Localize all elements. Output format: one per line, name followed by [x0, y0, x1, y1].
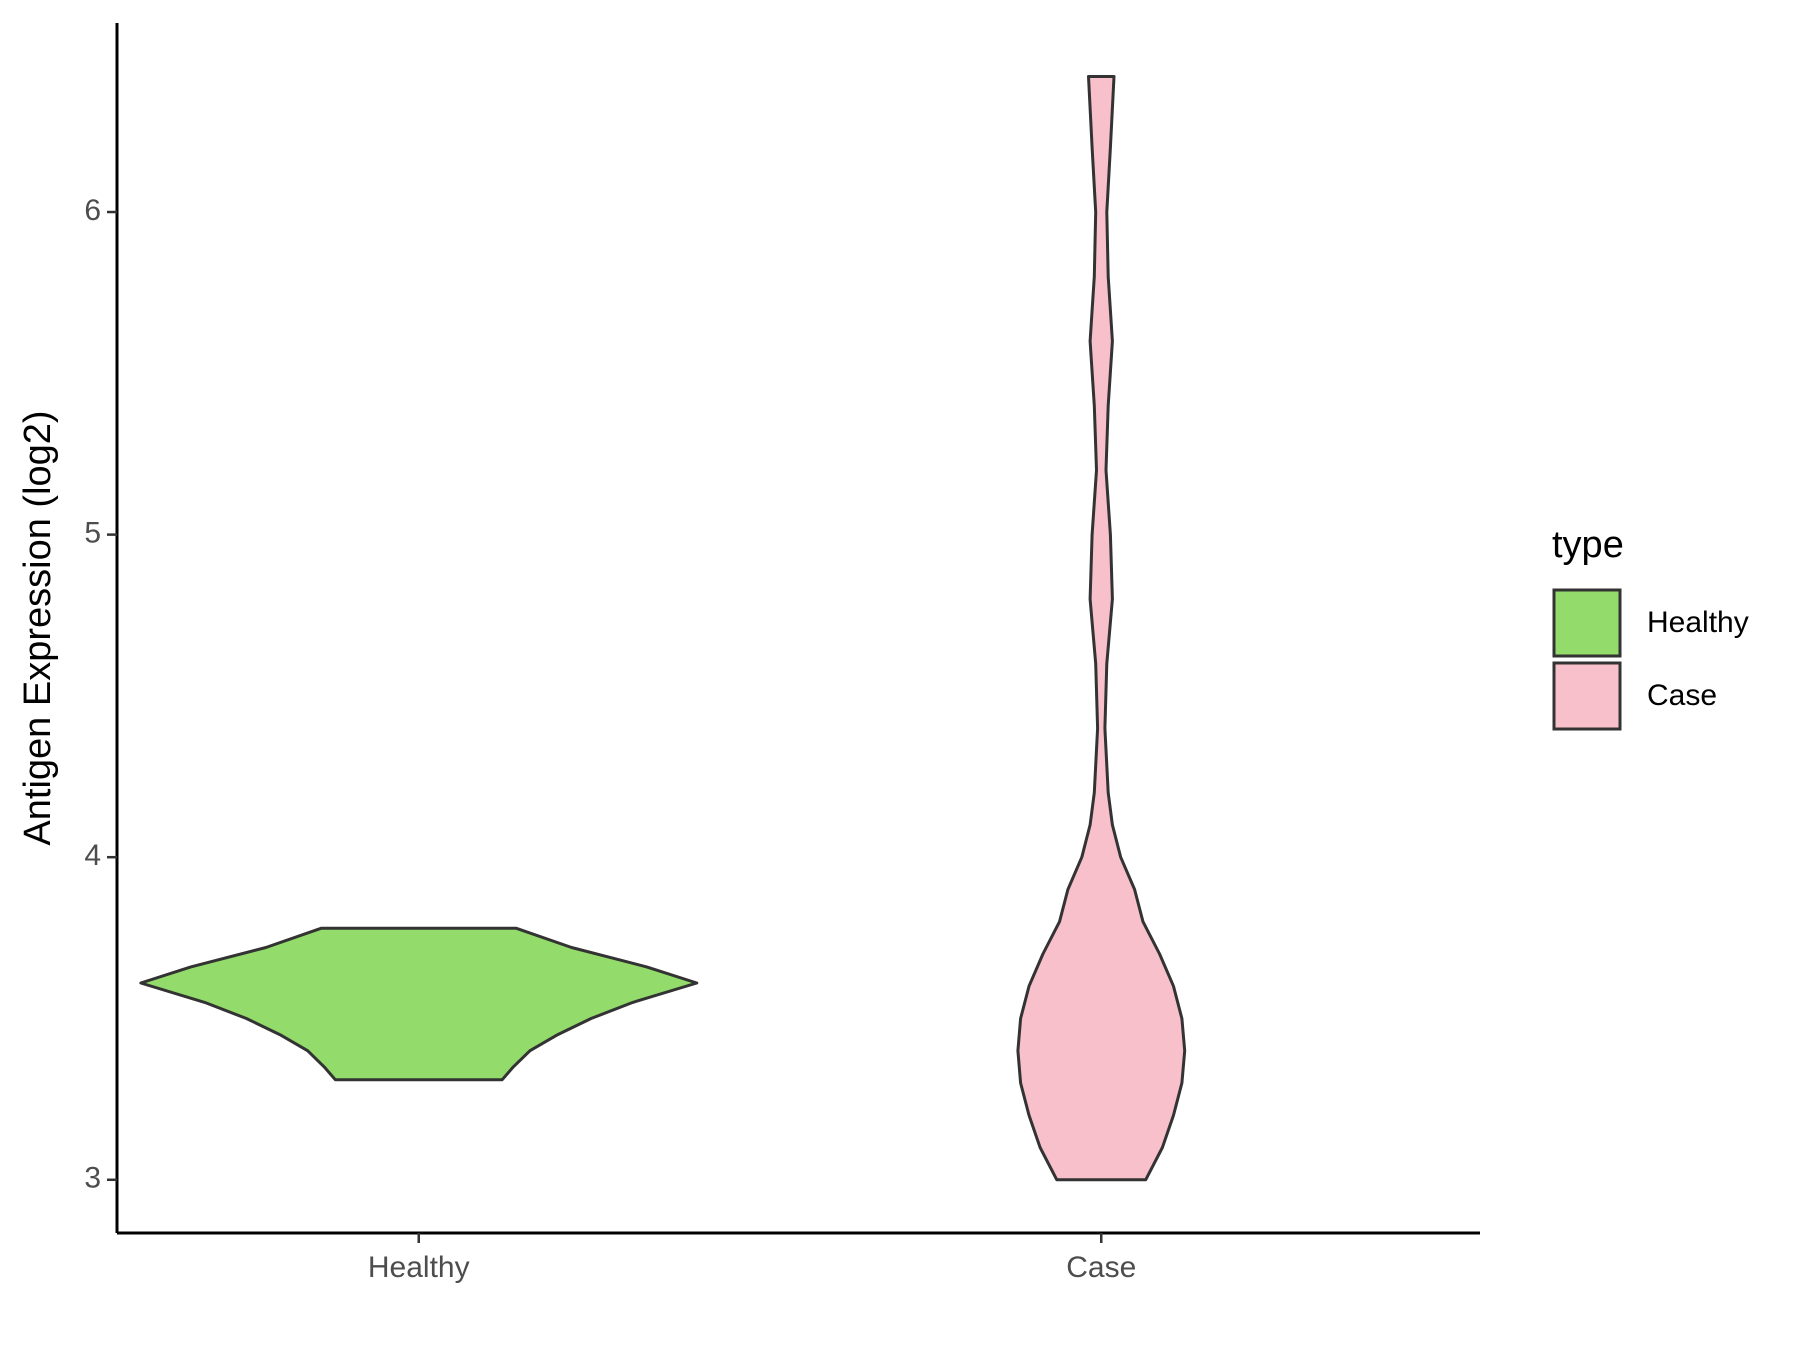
legend-key: [1552, 661, 1622, 731]
violin: [139, 926, 699, 1082]
x-tick-label: Case: [1066, 1251, 1136, 1284]
legend-label: Healthy: [1647, 606, 1749, 639]
legend-key: [1552, 588, 1622, 658]
x-tick-label: Healthy: [368, 1251, 470, 1284]
legend-label: Case: [1647, 679, 1717, 712]
y-tick-label: 4: [84, 839, 101, 872]
y-tick-label: 3: [84, 1162, 101, 1195]
y-axis-title: Antigen Expression (log2): [17, 410, 59, 845]
legend-title: type: [1552, 524, 1624, 566]
y-tick-label: 6: [84, 194, 101, 227]
violin: [1016, 75, 1187, 1182]
y-tick-label: 5: [84, 517, 101, 550]
